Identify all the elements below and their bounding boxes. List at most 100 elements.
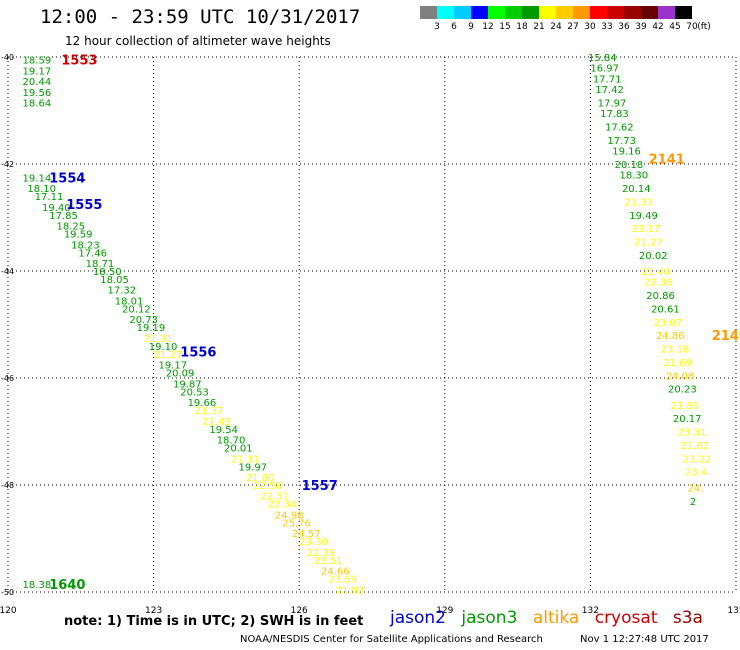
observation-value: 19.14 [23, 173, 52, 184]
observation-value: 17.42 [595, 85, 624, 96]
observation-value: 22.34 [268, 500, 297, 511]
observation-value: 22.36 [644, 278, 673, 289]
observation-value: 18.01 [115, 296, 144, 307]
observation-value: 20.61 [651, 304, 680, 315]
observation-value: 17.71 [593, 74, 622, 85]
observation-value: 21.69 [663, 358, 692, 369]
colorbar [420, 6, 692, 19]
observation-value: 18.59 [23, 56, 52, 67]
observation-value: 24.57 [292, 529, 321, 540]
page-title: 12:00 - 23:59 UTC 10/31/2017 [40, 6, 361, 28]
satellite-legend: jason2 jason3 altika cryosat s3a [390, 608, 713, 628]
colorbar-tick-label: 6 [451, 22, 457, 32]
colorbar-tick-label: 70 [686, 22, 698, 32]
observation-value: 23.4 [685, 468, 707, 479]
observation-value: 21.27 [154, 350, 183, 361]
observation-value: 20.44 [23, 77, 52, 88]
colorbar-swatch [437, 6, 454, 19]
colorbar-tick-label: 39 [635, 22, 647, 32]
colorbar-tick-label: 24 [550, 22, 562, 32]
observation-value: 17.83 [600, 109, 629, 120]
observation-value: 22.39 [306, 548, 335, 559]
observation-value: 17.73 [607, 136, 636, 147]
observation-value: 21.80 [246, 473, 275, 484]
observation-value: 23.51 [314, 556, 343, 567]
colorbar-tick-label: 3 [434, 22, 440, 32]
colorbar-swatch [556, 6, 573, 19]
track-time-label: 1555 [66, 198, 102, 213]
observation-value: 17.11 [35, 192, 64, 203]
observation-value: 20.23 [668, 385, 697, 396]
colorbar-tick-label: 36 [618, 22, 630, 32]
observation-value: 20.09 [166, 369, 195, 380]
observation-value: 18.10 [27, 184, 56, 195]
track-time-label: 1557 [302, 479, 338, 494]
footer-timestamp: Nov 1 12:27:48 UTC 2017 [580, 634, 709, 645]
observation-value: 18.05 [100, 275, 129, 286]
colorbar-tick-label: 30 [584, 22, 596, 32]
observation-value: 23.07 [653, 318, 682, 329]
observation-value: 24. [687, 484, 703, 495]
colorbar-swatch [607, 6, 624, 19]
observation-value: 18.23 [71, 240, 100, 251]
legend-altika: altika [532, 608, 580, 628]
page-subtitle: 12 hour collection of altimeter wave hei… [65, 34, 331, 48]
colorbar-swatch [590, 6, 607, 19]
colorbar-swatch [505, 6, 522, 19]
legend-jason3: jason3 [461, 608, 518, 628]
observation-value: 20.53 [180, 387, 209, 398]
observation-value: 19.87 [173, 379, 202, 390]
observation-value: 18.50 [93, 267, 122, 278]
observation-value: 20.02 [639, 251, 668, 262]
observation-value: 22.58 [253, 481, 282, 492]
observation-value: 19.16 [612, 147, 641, 158]
observation-value: 17.62 [605, 123, 634, 134]
colorbar-swatch [539, 6, 556, 19]
observation-value: 21.11 [231, 454, 260, 465]
observation-value: 17.97 [598, 98, 627, 109]
observation-value: 21.92 [336, 585, 365, 596]
track-time-label: 1553 [61, 54, 97, 69]
observation-value: 19.66 [188, 398, 217, 409]
observation-value: 19.54 [209, 425, 238, 436]
observation-value: 20.12 [122, 304, 151, 315]
observation-value: 21.37 [195, 406, 224, 417]
observation-value: 18.30 [620, 171, 649, 182]
observation-value: 2 [690, 497, 696, 508]
observation-value: 15.84 [588, 53, 617, 64]
track-time-label: 2140 [712, 329, 740, 344]
colorbar-swatch [420, 6, 437, 19]
colorbar-swatch [488, 6, 505, 19]
note-text: note: 1) Time is in UTC; 2) SWH is in fe… [64, 614, 364, 629]
x-tick-label: 129 [436, 606, 453, 616]
colorbar-tick-label: 15 [499, 22, 511, 32]
y-tick-label: -46 [1, 374, 14, 383]
x-tick-label: 135 [727, 606, 740, 616]
observation-value: 21.33 [624, 197, 653, 208]
legend-cryosat: cryosat [594, 608, 658, 628]
x-tick-label: 120 [0, 606, 17, 616]
observation-value: 18.64 [23, 98, 52, 109]
x-tick-label: 126 [291, 606, 308, 616]
observation-value: 17.85 [49, 211, 78, 222]
colorbar-swatch [522, 6, 539, 19]
y-tick-label: -40 [1, 53, 14, 62]
observation-value: 19.59 [64, 230, 93, 241]
observation-value: 23.30 [299, 537, 328, 548]
track-time-label: 1556 [180, 345, 216, 360]
observation-value: 18.25 [57, 222, 86, 233]
observation-value: 23.18 [661, 345, 690, 356]
observation-value: 17.46 [78, 248, 107, 259]
observation-value: 24.66 [321, 567, 350, 578]
legend-s3a: s3a [672, 608, 703, 628]
x-tick-label: 123 [145, 606, 162, 616]
colorbar-swatch [675, 6, 692, 19]
observation-value: 18.71 [86, 259, 115, 270]
colorbar-tick-label: 9 [468, 22, 474, 32]
observation-value: 21.40 [641, 267, 670, 278]
colorbar-swatch [641, 6, 658, 19]
observation-value: 17.32 [107, 286, 136, 297]
track-time-label: 1640 [49, 578, 85, 593]
y-tick-label: -44 [1, 267, 14, 276]
